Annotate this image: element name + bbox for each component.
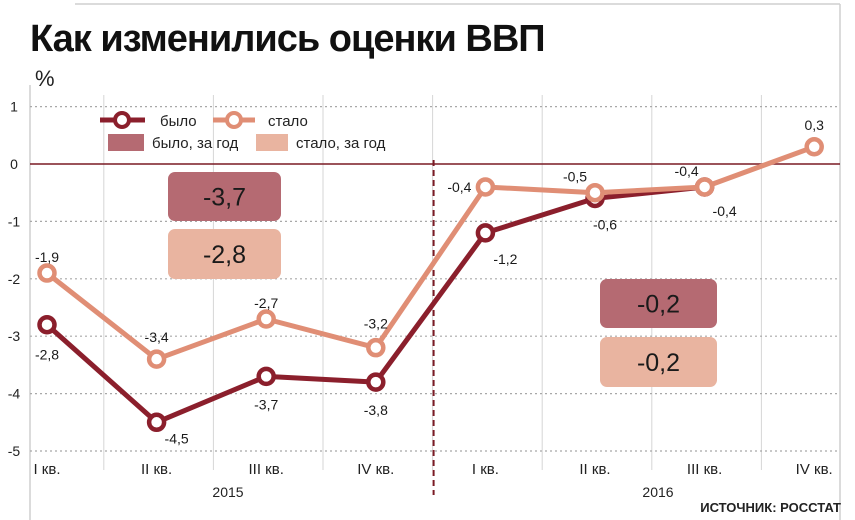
legend-stalo-year-swatch — [256, 134, 288, 151]
year-label-2016: 2016 — [642, 484, 673, 500]
data-label: -0,4 — [713, 203, 737, 219]
annual-box-bylo — [168, 172, 281, 221]
y-tick-label: 0 — [10, 156, 18, 172]
series-line-stalo — [45, 144, 816, 362]
data-point — [37, 263, 57, 283]
annual-box-bylo — [600, 279, 717, 328]
data-label: -0,5 — [563, 169, 587, 185]
legend-stalo-year-label: стало, за год — [296, 135, 386, 152]
source-label: ИСТОЧНИК: РОССТАТ — [700, 500, 841, 515]
x-tick-label: II кв. — [141, 461, 172, 478]
y-tick-label: -5 — [8, 443, 21, 459]
x-tick-label: III кв. — [249, 461, 284, 478]
legend-stalo-label: стало — [268, 113, 308, 130]
x-tick-label: IV кв. — [357, 461, 394, 478]
legend-bylo-marker — [113, 111, 131, 129]
data-label: 0,3 — [804, 117, 824, 133]
data-label: -0,4 — [675, 163, 699, 179]
data-label: -3,8 — [364, 402, 388, 418]
annual-box-value: -2,8 — [203, 241, 246, 269]
data-point — [146, 349, 167, 369]
data-point — [585, 182, 605, 203]
data-label: -3,7 — [254, 396, 278, 412]
x-tick-label: I кв. — [33, 461, 60, 478]
data-point — [146, 412, 167, 433]
annual-box-stalo — [600, 337, 717, 387]
data-label: -4,5 — [165, 430, 189, 446]
x-tick-label: II кв. — [579, 461, 610, 478]
data-point — [256, 366, 276, 387]
legend-bylo-year-swatch — [108, 134, 144, 151]
x-tick-label: III кв. — [687, 461, 722, 478]
data-label: -3,2 — [364, 316, 388, 332]
data-label: -1,2 — [493, 251, 517, 267]
data-label: -0,4 — [447, 179, 471, 195]
annual-box-value: -3,7 — [203, 184, 246, 212]
legend-stalo-marker — [225, 111, 243, 129]
y-tick-label: 1 — [10, 99, 18, 115]
x-tick-label: I кв. — [472, 461, 499, 478]
data-label: -3,4 — [145, 329, 169, 345]
data-label: -2,8 — [35, 347, 59, 363]
chart-title: Как изменились оценки ВВП — [30, 18, 546, 60]
unit-label: % — [35, 66, 55, 91]
legend-bylo-year-label: было, за год — [152, 135, 239, 152]
data-label: -0,6 — [593, 216, 617, 232]
y-tick-label: -1 — [8, 213, 21, 229]
data-point — [37, 314, 57, 335]
data-point — [366, 337, 386, 358]
y-tick-label: -2 — [8, 271, 21, 287]
data-point — [694, 177, 715, 197]
data-point — [804, 137, 824, 157]
data-point — [475, 223, 496, 243]
data-point — [475, 177, 496, 197]
y-tick-label: -4 — [8, 386, 21, 402]
data-label: -2,7 — [254, 295, 278, 311]
x-tick-label: IV кв. — [796, 461, 833, 478]
data-point — [366, 372, 386, 392]
data-label: -1,9 — [35, 249, 59, 265]
annual-box-value: -0,2 — [637, 349, 680, 377]
data-point — [256, 309, 276, 329]
year-label-2015: 2015 — [212, 484, 243, 500]
legend-bylo-label: было — [160, 113, 197, 130]
y-tick-label: -3 — [8, 328, 21, 344]
annual-box-value: -0,2 — [637, 291, 680, 319]
annual-box-stalo — [168, 229, 281, 279]
